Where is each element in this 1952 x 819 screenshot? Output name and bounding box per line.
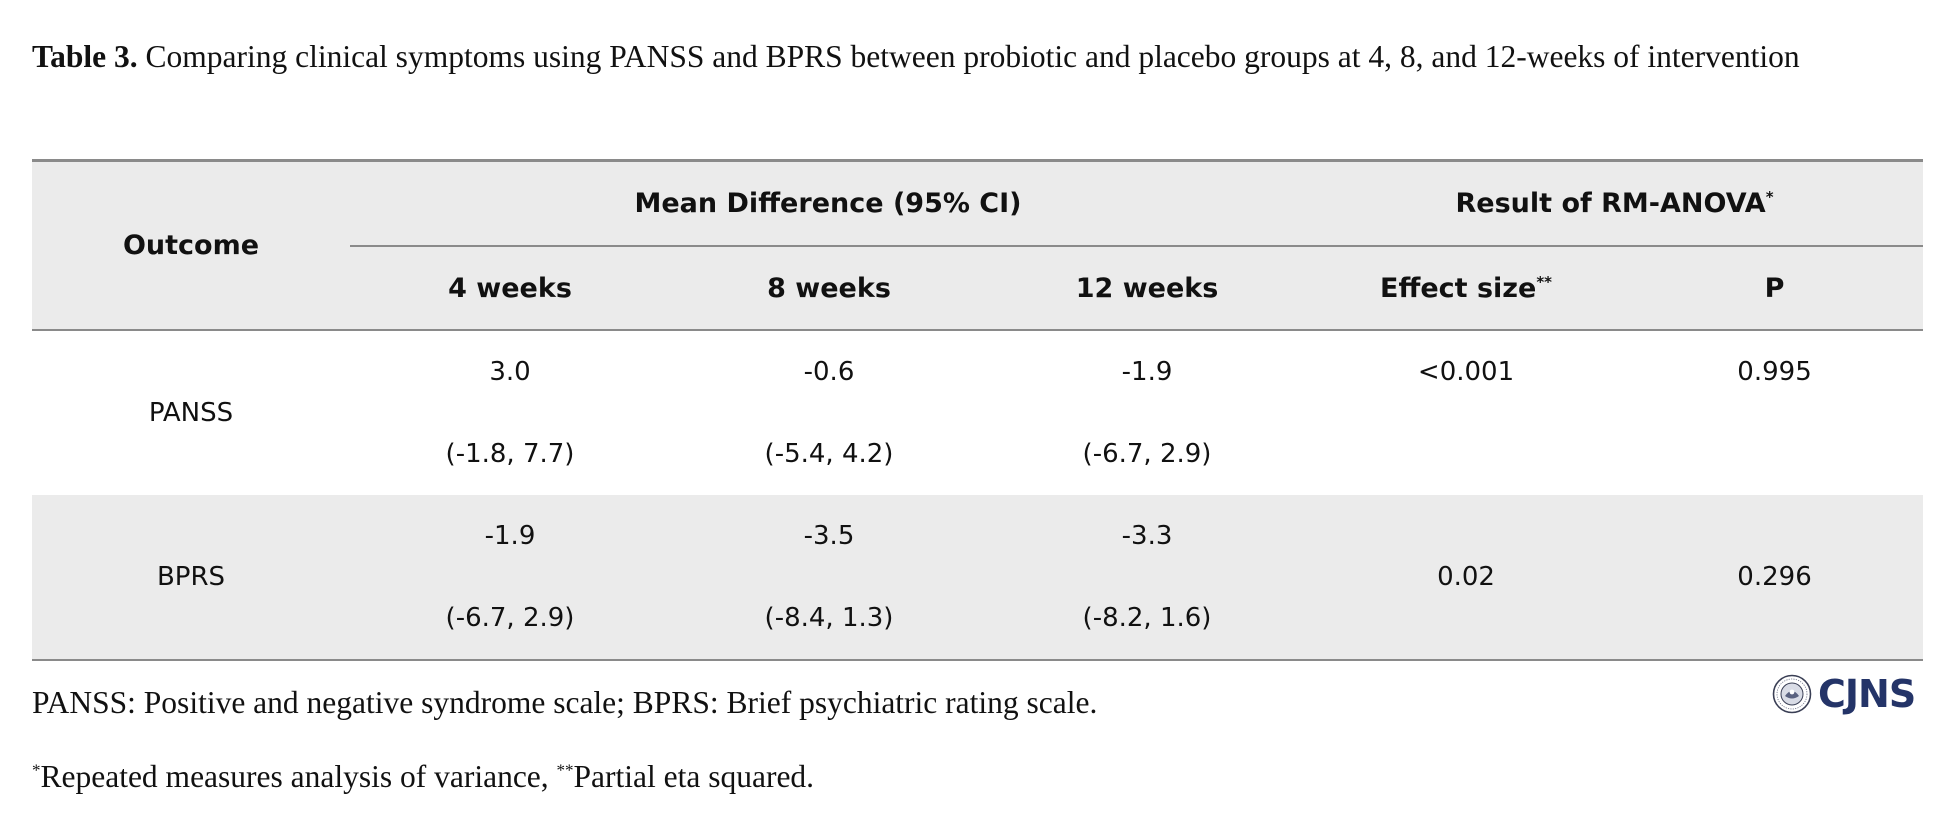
header-rm-anova: Result of RM-ANOVA* bbox=[1306, 159, 1924, 246]
cell-outcome-bprs: BPRS bbox=[32, 495, 350, 661]
cell-panss-4w-mean: 3.0 bbox=[489, 357, 531, 387]
header-outcome-label: Outcome bbox=[122, 230, 260, 261]
cjns-logo: CJNS bbox=[1772, 670, 1916, 718]
header-effect-size-label: Effect size bbox=[1380, 272, 1537, 304]
cell-bprs-8w-mean: -3.5 bbox=[670, 495, 988, 577]
table-row-panss-ci: (-1.8, 7.7) (-5.4, 4.2) (-6.7, 2.9) bbox=[32, 413, 1923, 495]
header-mean-difference-label: Mean Difference (95% CI) bbox=[634, 188, 1022, 219]
footnote-mark-1: * bbox=[32, 760, 41, 780]
cell-bprs-8w-ci: (-8.4, 1.3) bbox=[670, 577, 988, 661]
results-table-container: Outcome Mean Difference (95% CI) Result … bbox=[32, 159, 1924, 661]
header-p: P bbox=[1626, 245, 1924, 331]
cell-bprs-4w-mean: -1.9 bbox=[350, 495, 670, 577]
table-row-panss-mean: PANSS 3.0 -0.6 -1.9 <0.001 0.995 bbox=[32, 330, 1923, 428]
results-table: Outcome Mean Difference (95% CI) Result … bbox=[32, 159, 1924, 661]
cell-panss-8w-mean: -0.6 bbox=[803, 357, 855, 387]
table-row-bprs-ci: (-6.7, 2.9) (-8.4, 1.3) (-8.2, 1.6) bbox=[32, 577, 1923, 661]
header-12-weeks-label: 12 weeks bbox=[1075, 272, 1219, 304]
cell-panss-12w-ci: (-6.7, 2.9) bbox=[1082, 439, 1212, 469]
header-p-label: P bbox=[1764, 272, 1785, 304]
cell-panss-4w-ci: (-1.8, 7.7) bbox=[445, 439, 575, 469]
table-label: Table 3. bbox=[32, 39, 138, 74]
header-8-weeks: 8 weeks bbox=[670, 245, 988, 331]
cell-outcome-panss: PANSS bbox=[148, 398, 234, 428]
header-8-weeks-label: 8 weeks bbox=[767, 272, 891, 304]
header-outcome: Outcome bbox=[32, 159, 350, 331]
cell-bprs-12w-mean: -3.3 bbox=[988, 495, 1307, 577]
footnote-note-2: Partial eta squared. bbox=[573, 759, 815, 794]
footnote-mark-2: ** bbox=[556, 760, 574, 780]
header-rm-anova-mark: * bbox=[1765, 188, 1774, 206]
cell-bprs-4w-ci: (-6.7, 2.9) bbox=[350, 577, 670, 661]
cell-panss-p: 0.995 bbox=[1737, 357, 1812, 387]
header-rm-anova-label: Result of RM-ANOVA bbox=[1455, 188, 1766, 219]
cell-bprs-12w-ci: (-8.2, 1.6) bbox=[988, 577, 1307, 661]
logo-text: CJNS bbox=[1818, 672, 1916, 716]
header-effect-size-mark: ** bbox=[1536, 272, 1553, 291]
footnote-marks: *Repeated measures analysis of variance,… bbox=[32, 757, 814, 797]
cell-panss-8w-ci: (-5.4, 4.2) bbox=[764, 439, 894, 469]
table-row-bprs-mean: BPRS -1.9 -3.5 -3.3 0.02 0.296 bbox=[32, 495, 1924, 661]
table-body: PANSS 3.0 -0.6 -1.9 <0.001 0.995 (-1.8, … bbox=[32, 330, 1924, 661]
cell-bprs-p: 0.296 bbox=[1626, 495, 1924, 661]
journal-seal-icon bbox=[1772, 674, 1812, 714]
cell-panss-effect-size: <0.001 bbox=[1417, 357, 1515, 387]
header-4-weeks-label: 4 weeks bbox=[448, 272, 572, 304]
table-header: Outcome Mean Difference (95% CI) Result … bbox=[32, 159, 1924, 331]
cell-panss-p-empty bbox=[1626, 413, 1923, 495]
footnote-note-1: Repeated measures analysis of variance, bbox=[40, 759, 557, 794]
header-12-weeks: 12 weeks bbox=[988, 245, 1307, 331]
header-mean-difference: Mean Difference (95% CI) bbox=[350, 159, 1307, 246]
header-effect-size: Effect size** bbox=[1306, 245, 1627, 331]
table-caption: Table 3. Comparing clinical symptoms usi… bbox=[32, 34, 1927, 80]
table-title: Comparing clinical symptoms using PANSS … bbox=[137, 39, 1800, 74]
header-4-weeks: 4 weeks bbox=[350, 245, 670, 331]
cell-bprs-effect-size: 0.02 bbox=[1306, 495, 1627, 661]
cell-panss-effect-empty bbox=[1306, 413, 1626, 495]
footnote-abbreviations: PANSS: Positive and negative syndrome sc… bbox=[32, 685, 1098, 720]
cell-panss-12w-mean: -1.9 bbox=[1121, 357, 1173, 387]
